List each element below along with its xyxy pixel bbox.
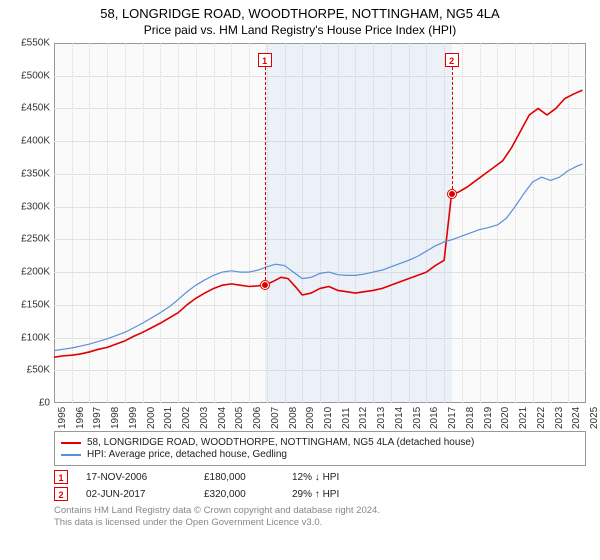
license-line2: This data is licensed under the Open Gov… xyxy=(54,517,590,529)
sale-row: 2 02-JUN-2017 £320,000 29% ↑ HPI xyxy=(54,487,586,501)
x-tick: 2002 xyxy=(181,407,192,429)
sale-diff: 12% ↓ HPI xyxy=(292,472,382,483)
y-tick: £400K xyxy=(10,136,50,147)
sale-dot xyxy=(261,281,269,289)
x-tick: 1997 xyxy=(92,407,103,429)
x-axis: 1995 1996 1997 1998 1999 2000 2001 2002 2003 2004… xyxy=(54,403,586,427)
sale-row: 1 17-NOV-2006 £180,000 12% ↓ HPI xyxy=(54,470,586,484)
sale-price: £320,000 xyxy=(204,489,274,500)
x-tick: 2018 xyxy=(465,407,476,429)
title-line1: 58, LONGRIDGE ROAD, WOODTHORPE, NOTTINGH… xyxy=(10,6,590,21)
license-line1: Contains HM Land Registry data © Crown c… xyxy=(54,505,590,517)
x-tick: 1995 xyxy=(57,407,68,429)
x-tick: 2015 xyxy=(412,407,423,429)
x-tick: 2009 xyxy=(305,407,316,429)
legend-swatch xyxy=(61,454,81,456)
series-property xyxy=(54,90,582,357)
x-tick: 1998 xyxy=(110,407,121,429)
marker-line xyxy=(452,67,453,194)
x-tick: 2019 xyxy=(483,407,494,429)
chart-container: 58, LONGRIDGE ROAD, WOODTHORPE, NOTTINGH… xyxy=(0,0,600,560)
marker-line xyxy=(265,67,266,285)
sale-date: 17-NOV-2006 xyxy=(86,472,186,483)
y-tick: £200K xyxy=(10,267,50,278)
x-tick: 2001 xyxy=(163,407,174,429)
y-tick: £500K xyxy=(10,70,50,81)
x-tick: 2007 xyxy=(270,407,281,429)
x-tick: 2014 xyxy=(394,407,405,429)
x-tick: 2004 xyxy=(217,407,228,429)
legend-label: HPI: Average price, detached house, Gedl… xyxy=(87,449,287,460)
x-tick: 2022 xyxy=(536,407,547,429)
sale-marker-num: 2 xyxy=(54,487,68,501)
x-tick: 2011 xyxy=(341,407,352,429)
line-svg xyxy=(54,43,586,403)
y-tick: £150K xyxy=(10,299,50,310)
sale-diff: 29% ↑ HPI xyxy=(292,489,382,500)
legend-label: 58, LONGRIDGE ROAD, WOODTHORPE, NOTTINGH… xyxy=(87,437,474,448)
x-tick: 2010 xyxy=(323,407,334,429)
x-tick: 2005 xyxy=(234,407,245,429)
x-tick: 2023 xyxy=(554,407,565,429)
legend-row: 58, LONGRIDGE ROAD, WOODTHORPE, NOTTINGH… xyxy=(61,437,579,448)
y-tick: £350K xyxy=(10,168,50,179)
y-tick: £300K xyxy=(10,201,50,212)
sale-marker-num: 1 xyxy=(54,470,68,484)
x-tick: 1996 xyxy=(75,407,86,429)
title-block: 58, LONGRIDGE ROAD, WOODTHORPE, NOTTINGH… xyxy=(10,6,590,37)
x-tick: 2000 xyxy=(146,407,157,429)
y-axis: £0£50K£100K£150K£200K£250K£300K£350K£400… xyxy=(10,43,54,403)
x-tick: 2025 xyxy=(589,407,600,429)
x-tick: 1999 xyxy=(128,407,139,429)
y-tick: £550K xyxy=(10,38,50,49)
series-hpi xyxy=(54,164,582,351)
sales-block: 1 17-NOV-2006 £180,000 12% ↓ HPI 2 02-JUN-201… xyxy=(54,470,586,501)
sale-price: £180,000 xyxy=(204,472,274,483)
y-tick: £250K xyxy=(10,234,50,245)
y-tick: £100K xyxy=(10,332,50,343)
chart-wrap: £0 £50K £100K £150K £200K £250K £300K £350K £400… xyxy=(10,43,590,427)
y-tick: £450K xyxy=(10,103,50,114)
legend-swatch xyxy=(61,442,81,444)
plot-area: 12 xyxy=(54,43,586,403)
x-tick: 2006 xyxy=(252,407,263,429)
x-tick: 2024 xyxy=(571,407,582,429)
x-tick: 2013 xyxy=(376,407,387,429)
y-tick: £0 xyxy=(10,398,50,409)
x-tick: 2017 xyxy=(447,407,458,429)
legend-row: HPI: Average price, detached house, Gedl… xyxy=(61,449,579,460)
title-line2: Price paid vs. HM Land Registry's House … xyxy=(10,23,590,37)
x-tick: 2012 xyxy=(358,407,369,429)
sale-date: 02-JUN-2017 xyxy=(86,489,186,500)
x-tick: 2021 xyxy=(518,407,529,429)
license-block: Contains HM Land Registry data © Crown c… xyxy=(54,505,590,530)
x-tick: 2020 xyxy=(500,407,511,429)
x-tick: 2008 xyxy=(288,407,299,429)
x-tick: 2003 xyxy=(199,407,210,429)
legend-block: 58, LONGRIDGE ROAD, WOODTHORPE, NOTTINGH… xyxy=(54,431,586,466)
x-tick: 2016 xyxy=(429,407,440,429)
sale-dot xyxy=(448,190,456,198)
marker-box: 1 xyxy=(258,53,272,67)
marker-box: 2 xyxy=(445,53,459,67)
y-tick: £50K xyxy=(10,365,50,376)
